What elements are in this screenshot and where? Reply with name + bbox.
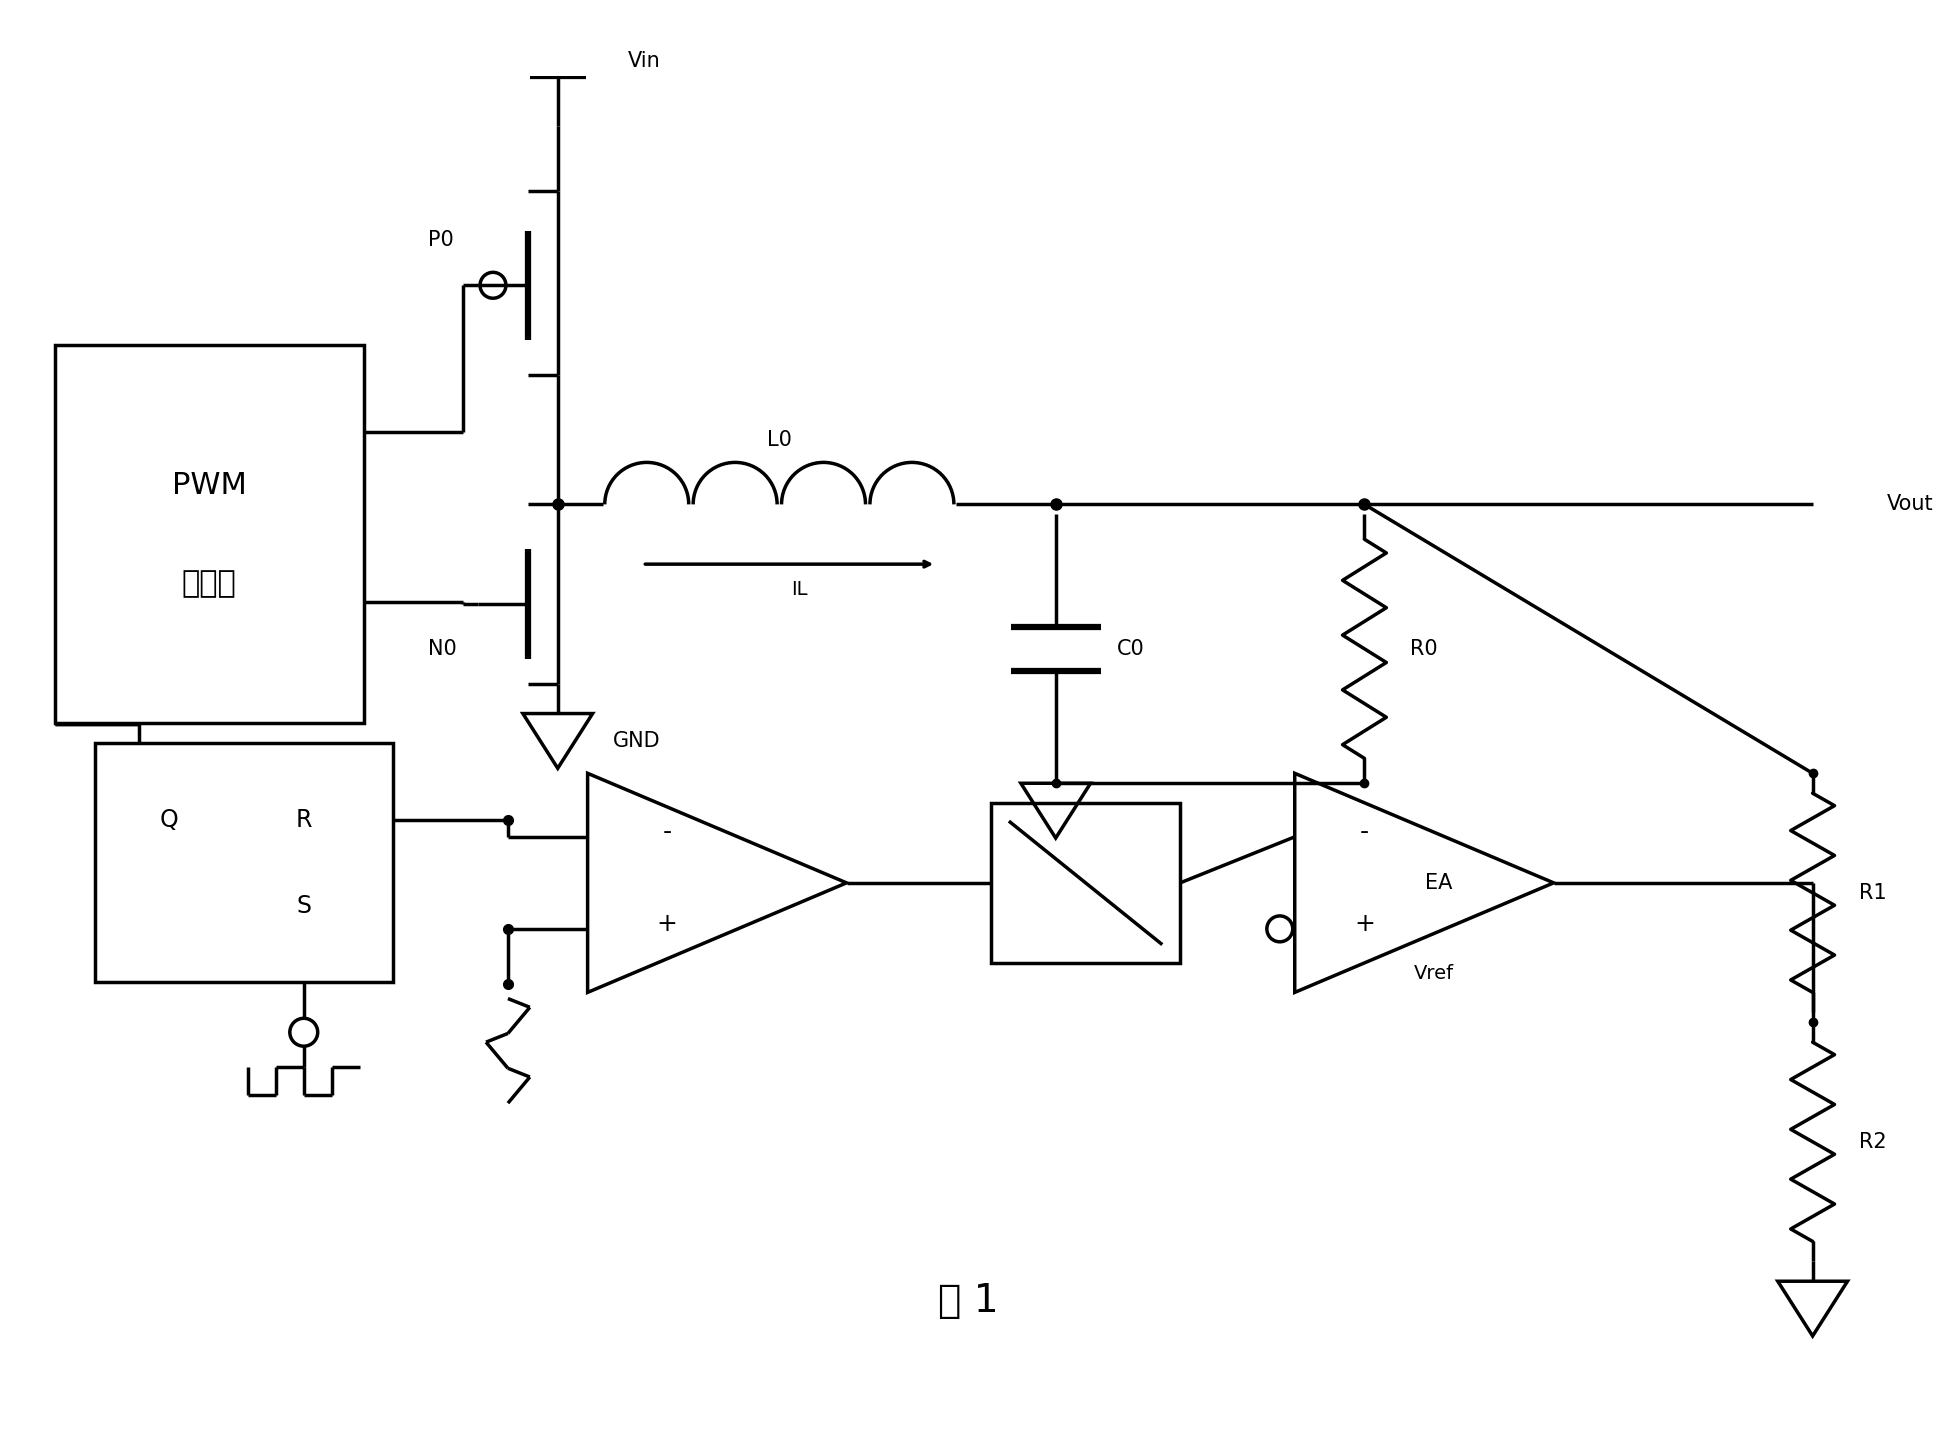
- Text: R2: R2: [1859, 1132, 1887, 1152]
- Text: Vout: Vout: [1887, 495, 1933, 514]
- Text: Vin: Vin: [628, 51, 659, 71]
- Text: N0: N0: [428, 638, 457, 658]
- Text: R: R: [296, 807, 311, 832]
- Text: 图 1: 图 1: [937, 1282, 1000, 1320]
- Text: L0: L0: [766, 430, 792, 450]
- Text: EA: EA: [1426, 873, 1453, 893]
- Text: 驱动器: 驱动器: [181, 569, 237, 598]
- Text: IL: IL: [792, 580, 807, 599]
- Text: C0: C0: [1116, 638, 1144, 658]
- Text: PWM: PWM: [171, 470, 247, 499]
- Text: Q: Q: [159, 807, 179, 832]
- Text: R1: R1: [1859, 883, 1887, 903]
- Text: S: S: [296, 894, 311, 917]
- Bar: [54, 344, 364, 724]
- Bar: [95, 744, 393, 983]
- Text: Vref: Vref: [1414, 964, 1455, 983]
- Text: +: +: [1354, 912, 1375, 936]
- Text: P0: P0: [428, 230, 453, 250]
- Bar: [990, 803, 1181, 962]
- Text: -: -: [663, 820, 671, 844]
- Text: GND: GND: [613, 731, 659, 751]
- Text: R0: R0: [1410, 638, 1437, 658]
- Text: -: -: [1360, 820, 1369, 844]
- Text: +: +: [657, 912, 677, 936]
